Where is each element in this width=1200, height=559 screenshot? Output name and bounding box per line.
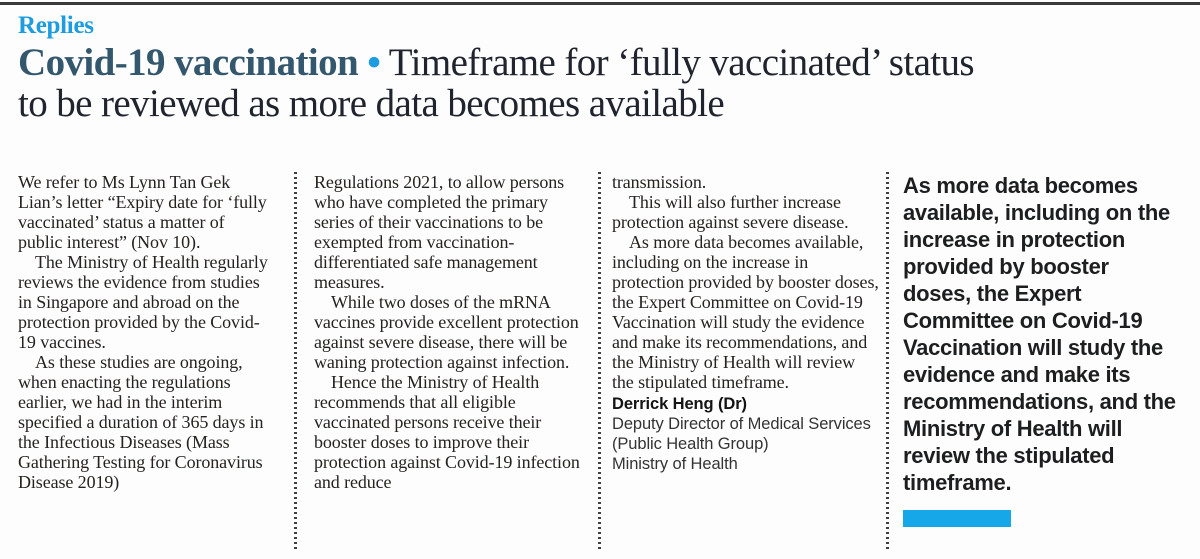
pull-quote-column: As more data becomes available, includin… [903, 172, 1177, 527]
paragraph: While two doses of the mRNA vaccines pro… [314, 292, 579, 372]
paragraph: Hence the Ministry of Health recommends … [314, 372, 580, 492]
column-divider [294, 172, 297, 550]
paragraph: transmission. [612, 172, 707, 192]
headline: Covid-19 vaccination • Timeframe for ‘fu… [18, 42, 988, 124]
author-role: Deputy Director of Medical Services (Pub… [612, 415, 871, 453]
paragraph: We refer to Ms Lynn Tan Gek Lian’s lette… [18, 172, 267, 252]
article-column-1: We refer to Ms Lynn Tan Gek Lian’s lette… [18, 172, 272, 492]
headline-title: Timeframe for ‘fully vaccinated’ status … [18, 41, 975, 125]
top-rule [0, 2, 1200, 5]
paragraph: As these studies are ongoing, when enact… [18, 352, 264, 492]
paragraph: This will also further increase protecti… [612, 192, 849, 232]
paragraph: Regulations 2021, to allow persons who h… [314, 172, 565, 292]
paragraph: The Ministry of Health regularly reviews… [18, 252, 268, 352]
headline-bullet-icon: • [367, 41, 381, 84]
column-divider [598, 172, 601, 550]
quote-underline-bar [903, 510, 1011, 527]
pull-quote: As more data becomes available, includin… [903, 173, 1176, 495]
article-column-2: Regulations 2021, to allow persons who h… [314, 172, 584, 492]
author-organisation: Ministry of Health [612, 455, 738, 473]
column-divider [886, 172, 889, 550]
paragraph: As more data becomes available, includin… [612, 232, 879, 392]
signature-block: Derrick Heng (Dr) Deputy Director of Med… [612, 394, 880, 474]
section-kicker: Replies [18, 12, 94, 39]
author-name: Derrick Heng (Dr) [612, 395, 747, 413]
article-column-3: transmission. This will also further inc… [612, 172, 880, 474]
headline-topic: Covid-19 vaccination [18, 41, 359, 84]
